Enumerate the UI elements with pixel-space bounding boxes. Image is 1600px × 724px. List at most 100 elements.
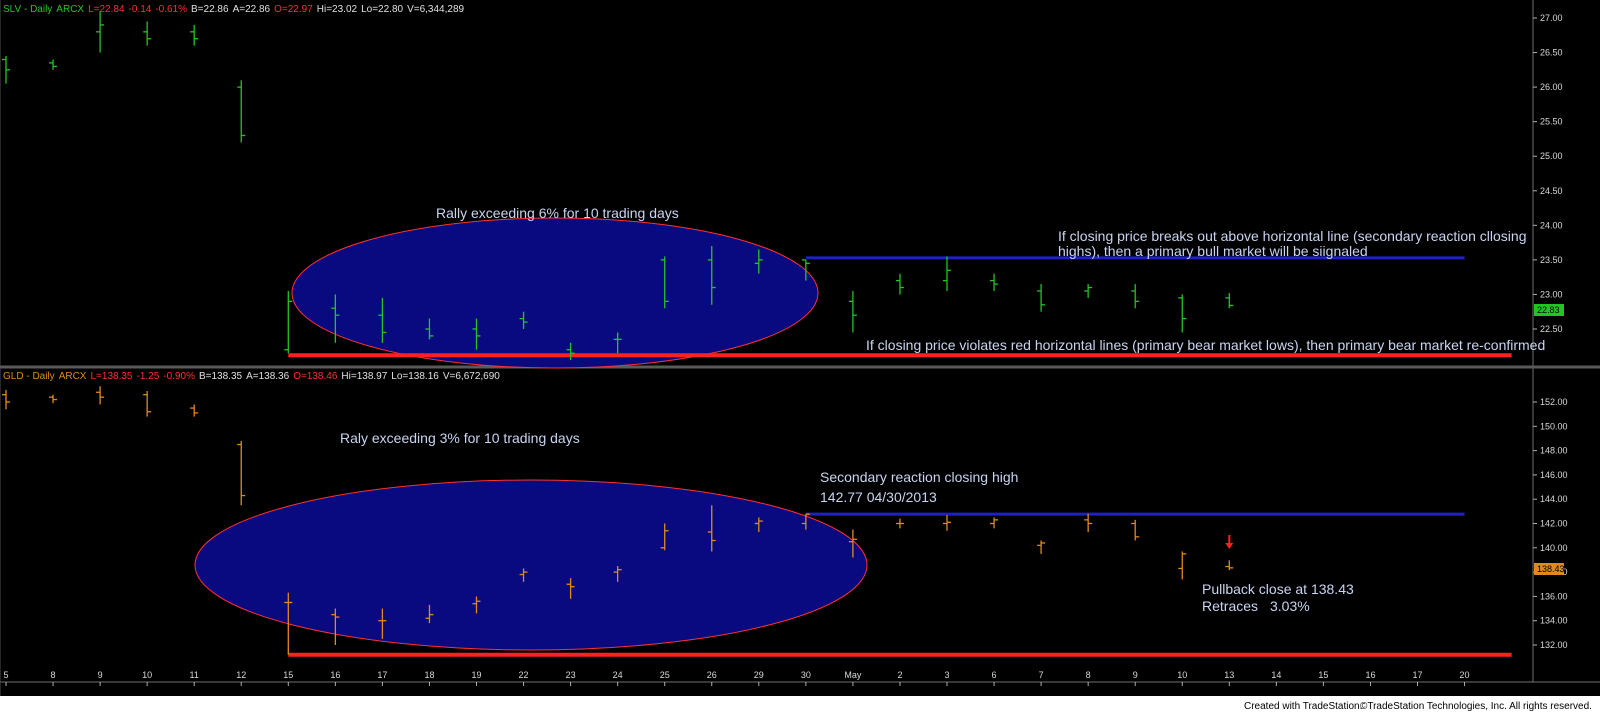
price-bar (707, 505, 716, 552)
last-price-tag (1534, 304, 1564, 316)
date-axis: 5 8 9 10 11 12 15 16 17 18 19 22 23 24 25 26 29 30 May 2 3 6 7… (3, 670, 1470, 686)
price-bar (943, 514, 951, 531)
slv-header: SLV - Daily ARCX L=22.84 -0.14 -0.61% B=22.86… (3, 4, 465, 15)
gld-pullback-annotation: Pullback close at 138.43 (1202, 581, 1354, 597)
price-tick-label: 134.00 (1540, 616, 1568, 626)
date-tick-label: 22 (519, 670, 529, 680)
price-bar (1225, 293, 1234, 309)
gld-header-volume: V=6,672,690 (443, 371, 500, 382)
price-bar (613, 332, 622, 354)
date-tick-label: 15 (1318, 670, 1328, 680)
date-tick-label: 19 (471, 670, 481, 680)
price-bar (1131, 284, 1140, 309)
price-bar (96, 11, 105, 53)
price-bar (190, 404, 199, 417)
gld-header: GLD - Daily ARCX L=138.35 -1.25 -0.90% B=138.… (3, 371, 500, 382)
date-tick-label: 25 (660, 670, 670, 680)
gld-header-interval: Daily (32, 371, 54, 382)
price-tick-label: 25.00 (1540, 151, 1563, 161)
gld-header-high: Hi=138.97 (341, 371, 387, 382)
slv-header-interval: Daily (30, 4, 52, 15)
slv-rally-annotation: Rally exceeding 6% for 10 trading days (436, 205, 679, 221)
price-bar (895, 518, 904, 529)
rally-ellipse (194, 479, 868, 651)
slv-breakout-annotation-line1: If closing price breaks out above horizo… (1058, 228, 1526, 244)
rally-ellipse (291, 217, 819, 369)
date-tick-label: 2 (897, 670, 902, 680)
price-tick-label: 152.00 (1540, 397, 1568, 407)
gld-price-axis: 152.00 150.00 148.00 146.00 144.00 142.00 140.… (1533, 397, 1568, 650)
price-bar (472, 596, 481, 614)
price-bar (1037, 540, 1046, 554)
date-tick-label: 26 (707, 670, 717, 680)
price-bar (284, 592, 293, 655)
price-bar (2, 56, 10, 84)
price-tick-label: 23.50 (1540, 255, 1563, 265)
date-tick-label: 8 (51, 670, 56, 680)
date-tick-label: 10 (142, 670, 152, 680)
price-bar (96, 386, 105, 405)
price-tick-label: 140.00 (1540, 543, 1568, 553)
price-bar (378, 608, 387, 639)
price-bar (707, 246, 716, 305)
price-bar (1037, 284, 1046, 312)
price-bar (331, 294, 340, 343)
price-tick-label: 142.00 (1540, 519, 1568, 529)
slv-price-axis: 27.00 26.50 26.00 25.50 25.00 24.50 24.00 23.50… (1533, 13, 1563, 334)
price-bar (566, 342, 575, 361)
price-bar (566, 578, 575, 599)
price-bar (848, 290, 857, 333)
slv-header-change: -0.14 (129, 4, 152, 15)
price-bar (754, 517, 763, 533)
price-bar (2, 389, 10, 410)
price-bar (1178, 294, 1187, 333)
price-bar (613, 566, 622, 582)
date-tick-label: 29 (754, 670, 764, 680)
slv-header-symbol: SLV (3, 4, 21, 15)
slv-breakout-annotation-line2: highs), then a primary bull market will … (1058, 243, 1368, 259)
price-tick-label: 27.00 (1540, 13, 1563, 23)
price-bar (237, 80, 246, 143)
price-bar (1084, 513, 1093, 533)
date-tick-label: 12 (236, 670, 246, 680)
price-bar (1225, 560, 1234, 571)
slv-violation-annotation: If closing price violates red horizontal… (866, 337, 1545, 353)
price-bar (378, 297, 387, 343)
price-tick-label: 150.00 (1540, 421, 1568, 431)
date-tick-label: 7 (1039, 670, 1044, 680)
gld-header-pct: -0.90% (163, 371, 195, 382)
price-tick-label: 25.50 (1540, 117, 1563, 127)
price-bar (143, 391, 152, 417)
slv-price-bars (2, 11, 1234, 361)
date-tick-label: 9 (98, 670, 103, 680)
price-tick-label: 132.00 (1540, 640, 1568, 650)
price-bar (1178, 551, 1187, 580)
price-bar (660, 523, 669, 551)
slv-header-bid: B=22.86 (191, 4, 229, 15)
price-bar (754, 249, 763, 274)
slv-header-last: L=22.84 (88, 4, 125, 15)
date-tick-label: May (844, 670, 862, 680)
price-tick-label: 24.00 (1540, 220, 1563, 230)
date-tick-label: 17 (377, 670, 387, 680)
date-tick-label: 10 (1177, 670, 1187, 680)
gld-secondary-high-value: 142.77 04/30/2013 (820, 489, 937, 505)
price-tick-label: 136.00 (1540, 591, 1568, 601)
price-bar (848, 529, 857, 558)
last-price-tag-label: 22.83 (1537, 305, 1560, 315)
price-tick-label: 26.00 (1540, 82, 1563, 92)
price-tick-label: 23.00 (1540, 289, 1563, 299)
price-bar (801, 259, 810, 281)
gld-rally-annotation: Raly exceeding 3% for 10 trading days (340, 430, 580, 446)
gld-header-symbol: GLD (3, 371, 24, 382)
slv-pane: 27.00 26.50 26.00 25.50 25.00 24.50 24.00 23.50… (2, 4, 1564, 369)
price-bar (331, 608, 340, 645)
footer-copyright: ©TradeStation Technologies, Inc. All rig… (1360, 701, 1592, 712)
date-tick-label: 6 (992, 670, 997, 680)
gld-price-bars (2, 386, 1234, 655)
date-tick-label: 17 (1412, 670, 1422, 680)
price-bar (472, 318, 481, 350)
price-tick-label: 26.50 (1540, 48, 1563, 58)
price-bar (49, 59, 58, 70)
